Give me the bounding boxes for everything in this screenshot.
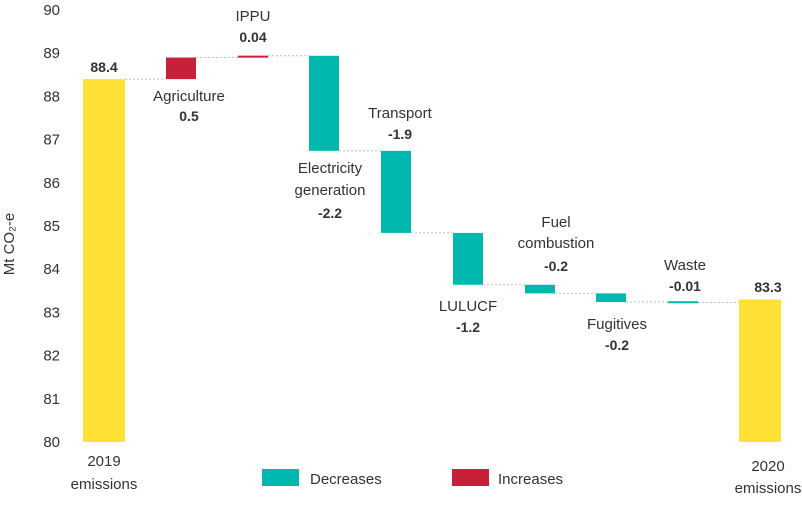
category-label-y2020: 2020 xyxy=(751,458,784,475)
bar-y2020 xyxy=(739,299,781,442)
value-label-transport: -1.9 xyxy=(388,126,412,142)
category-label-y2019: emissions xyxy=(71,476,138,493)
y-tick-label: 81 xyxy=(43,391,60,408)
legend-swatch-increases xyxy=(452,469,489,486)
y-tick-label: 89 xyxy=(43,45,60,62)
value-label-fuel: -0.2 xyxy=(544,258,568,274)
category-label-waste: Waste xyxy=(664,257,706,274)
y-tick-label: 90 xyxy=(43,2,60,19)
value-label-waste: -0.01 xyxy=(669,278,701,294)
bar-transport xyxy=(381,150,411,233)
legend: Decreases Increases xyxy=(262,469,563,488)
legend-swatch-decreases xyxy=(262,469,299,486)
bar-labels: 2019 emissions 88.4 Agriculture 0.5 IPPU 0.04 E… xyxy=(71,8,802,497)
value-label-fugitives: -0.2 xyxy=(605,337,629,353)
bar-fugitives xyxy=(596,293,626,303)
y-tick-label: 87 xyxy=(43,132,60,149)
value-label-y2020: 83.3 xyxy=(754,279,781,295)
bar-y2019 xyxy=(83,79,125,443)
category-label-electricity: Electricity xyxy=(298,160,363,177)
category-label-lulucf: LULUCF xyxy=(439,298,497,315)
y-axis-title: Mt CO₂-e xyxy=(1,213,18,276)
value-label-lulucf: -1.2 xyxy=(456,319,480,335)
y-tick-label: 88 xyxy=(43,88,60,105)
category-label-fuel: Fuel xyxy=(541,214,570,231)
value-label-agriculture: 0.5 xyxy=(179,108,199,124)
category-label-y2019: 2019 xyxy=(87,453,120,470)
connector-lines xyxy=(125,55,739,303)
category-label-fugitives: Fugitives xyxy=(587,316,647,333)
bar-agriculture xyxy=(166,57,196,80)
category-label-fuel: combustion xyxy=(518,235,595,252)
y-tick-label: 85 xyxy=(43,218,60,235)
category-label-agriculture: Agriculture xyxy=(153,88,225,105)
value-label-electricity: -2.2 xyxy=(318,205,342,221)
category-label-y2020: emissions xyxy=(735,480,802,497)
bar-lulucf xyxy=(453,232,483,285)
y-axis-ticks: 80 81 82 83 84 85 86 87 88 89 90 xyxy=(43,2,60,451)
bar-electricity xyxy=(309,55,339,151)
bar-fuel xyxy=(525,284,555,294)
bars xyxy=(83,55,781,443)
y-tick-label: 80 xyxy=(43,434,60,451)
legend-label-increases: Increases xyxy=(498,471,563,488)
legend-label-decreases: Decreases xyxy=(310,471,382,488)
bar-waste xyxy=(668,301,698,304)
category-label-transport: Transport xyxy=(368,105,432,122)
y-tick-label: 84 xyxy=(43,261,60,278)
y-tick-label: 83 xyxy=(43,304,60,321)
bar-ippu xyxy=(238,55,268,58)
value-label-ippu: 0.04 xyxy=(239,29,266,45)
y-tick-label: 82 xyxy=(43,348,60,365)
y-tick-label: 86 xyxy=(43,175,60,192)
value-label-y2019: 88.4 xyxy=(90,59,117,75)
category-label-electricity: generation xyxy=(295,182,366,199)
category-label-ippu: IPPU xyxy=(235,8,270,25)
